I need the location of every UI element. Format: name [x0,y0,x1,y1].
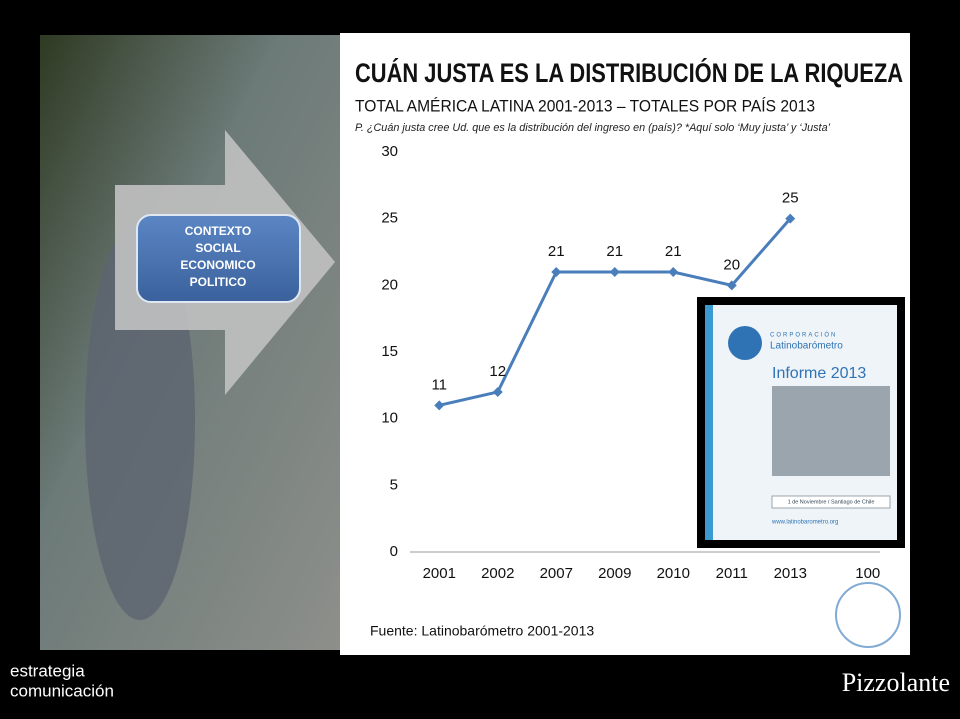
x-tick-label: 2001 [423,565,456,582]
seal [835,582,901,648]
data-label: 21 [665,243,682,260]
marker [785,213,796,224]
report-title: Informe 2013 [772,365,866,382]
data-label: 21 [548,243,565,260]
marker [551,267,562,277]
report-date: 1 de Noviembre / Santiago de Chile [788,499,875,505]
x-tick-label: 2013 [774,565,807,582]
callout-text: POLITICO [190,275,247,289]
data-label: 20 [723,256,740,273]
chart-title: CUÁN JUSTA ES LA DISTRIBUCIÓN DE LA RIQU… [355,57,903,88]
y-tick-label: 30 [381,143,398,160]
callout-text: ECONOMICO [180,258,255,272]
y-tick-label: 25 [381,210,398,227]
y-tick-label: 15 [381,343,398,360]
marker [726,280,737,291]
callout-box [136,214,301,303]
data-label: 12 [489,363,506,380]
report-body [772,386,890,476]
x-tick-label: 2010 [657,565,690,582]
x-tick-label: 100 [855,565,880,582]
data-label: 11 [431,376,447,393]
chart-subtitle: TOTAL AMÉRICA LATINA 2001-2013 – TOTALES… [355,96,815,115]
report-stripe [705,305,713,540]
question: P. ¿Cuán justa cree Ud. que es la distri… [355,122,831,134]
marker [668,267,679,277]
x-tick-label: 2009 [598,565,631,582]
y-tick-label: 0 [390,543,398,560]
report-date-box [771,495,891,509]
y-tick-label: 5 [390,476,398,493]
callout-text: CONTEXTO [185,224,251,238]
marker [609,267,620,277]
x-tick-label: 2002 [481,565,514,582]
logo-right: Pizzolante [842,668,950,697]
marker [492,387,503,397]
logo-left: estrategia [10,661,85,680]
data-label: 21 [606,243,623,260]
y-tick-label: 20 [381,276,398,293]
report-org-small: CORPORACIÓN [770,332,837,339]
data-label: 25 [782,190,799,207]
marker [434,400,445,411]
report-url: www.latinobarometro.org [771,520,838,526]
report-logo [728,326,762,360]
logo-left: comunicación [10,681,114,700]
x-tick-label: 2007 [540,565,573,582]
callout-text: SOCIAL [195,241,240,255]
y-tick-label: 10 [381,410,398,427]
report-org: Latinobarómetro [770,341,843,352]
source: Fuente: Latinobarómetro 2001-2013 [370,623,594,639]
x-tick-label: 2011 [716,565,748,582]
